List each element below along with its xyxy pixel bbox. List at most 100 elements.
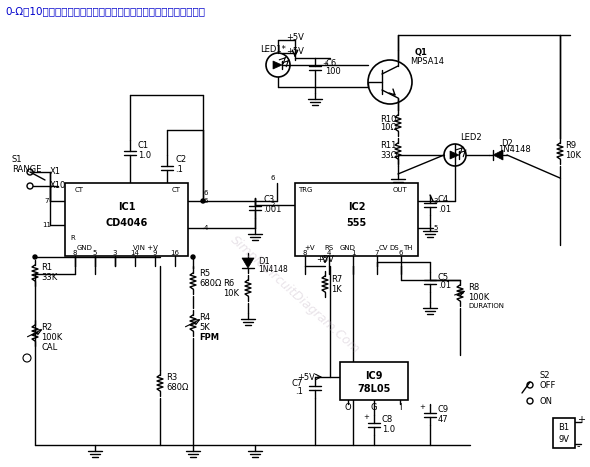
Text: 3: 3 (113, 250, 117, 256)
Text: 1: 1 (350, 250, 355, 256)
Text: S2: S2 (540, 370, 550, 380)
Text: I: I (399, 403, 401, 412)
Text: 9: 9 (153, 250, 158, 256)
Text: CD4046: CD4046 (106, 218, 148, 228)
Text: D1: D1 (258, 256, 270, 266)
Text: R: R (71, 235, 76, 241)
Text: C2: C2 (175, 156, 186, 164)
Text: 33K: 33K (41, 274, 57, 283)
Text: TH: TH (403, 245, 413, 251)
Text: Q1: Q1 (415, 48, 428, 57)
Text: 100K: 100K (468, 292, 489, 302)
Text: .1: .1 (295, 388, 303, 396)
Text: +: + (363, 414, 369, 420)
Text: 1.0: 1.0 (138, 150, 151, 160)
Text: R3: R3 (166, 374, 177, 382)
Bar (295, 183, 418, 256)
Text: -: - (577, 441, 581, 451)
Text: TRG: TRG (298, 187, 312, 193)
Text: 3: 3 (434, 198, 438, 204)
Text: C3: C3 (263, 196, 274, 205)
Text: CAL: CAL (41, 344, 57, 353)
Circle shape (33, 255, 37, 259)
Text: C8: C8 (382, 416, 394, 425)
Text: 6: 6 (204, 198, 208, 204)
Text: 8: 8 (73, 250, 77, 256)
Text: R10: R10 (380, 115, 396, 125)
Text: +: + (419, 404, 425, 410)
Text: O: O (345, 403, 351, 412)
Text: +5V: +5V (286, 34, 304, 42)
Polygon shape (273, 61, 282, 69)
Text: 1.0: 1.0 (382, 425, 395, 433)
Text: 2: 2 (271, 202, 275, 208)
Text: RS: RS (324, 245, 333, 251)
Text: G: G (371, 403, 377, 412)
Bar (340, 362, 408, 400)
Bar (65, 183, 188, 256)
Text: .01: .01 (438, 205, 451, 213)
Text: FPM: FPM (199, 333, 219, 342)
Text: .1: .1 (175, 165, 183, 175)
Text: R11: R11 (380, 142, 396, 150)
Text: 0-Ω，10圈，带有内直迹数字表的精密电位计。这是电路的原理图。: 0-Ω，10圈，带有内直迹数字表的精密电位计。这是电路的原理图。 (5, 6, 205, 16)
Text: MPSA14: MPSA14 (410, 57, 444, 66)
Text: +V: +V (304, 245, 315, 251)
Text: 1N4148: 1N4148 (498, 146, 531, 155)
Text: 8: 8 (303, 250, 307, 256)
Text: C5: C5 (438, 273, 449, 282)
Polygon shape (493, 150, 503, 160)
Text: S1: S1 (12, 156, 22, 164)
Text: 47: 47 (438, 415, 448, 424)
Text: 16: 16 (171, 250, 179, 256)
Circle shape (191, 255, 195, 259)
Text: C7: C7 (291, 378, 303, 388)
Text: 10K: 10K (223, 289, 239, 297)
Circle shape (201, 199, 205, 203)
Text: 11: 11 (42, 222, 51, 228)
Text: 4: 4 (327, 250, 331, 256)
Text: R4: R4 (199, 313, 210, 323)
Text: +5V: +5V (316, 255, 334, 263)
Text: C9: C9 (438, 405, 449, 415)
Text: 100K: 100K (41, 333, 63, 342)
Text: C1: C1 (138, 141, 149, 149)
Text: CT: CT (172, 187, 181, 193)
Text: ON: ON (540, 396, 553, 405)
Text: .01: .01 (438, 282, 451, 290)
Text: RANGE: RANGE (12, 164, 41, 174)
Text: R1: R1 (41, 263, 52, 273)
Text: .001: .001 (263, 205, 281, 214)
Text: CT: CT (74, 187, 84, 193)
Text: R2: R2 (41, 324, 52, 333)
Text: DURATION: DURATION (468, 303, 504, 309)
Text: 5: 5 (434, 225, 438, 231)
Text: LED1*: LED1* (260, 44, 286, 54)
Text: 14: 14 (130, 250, 139, 256)
Text: GND: GND (77, 245, 93, 251)
Polygon shape (242, 258, 254, 268)
Text: R9: R9 (565, 142, 576, 150)
Text: +5V: +5V (297, 373, 315, 382)
Text: X1: X1 (50, 168, 61, 177)
Text: LED2: LED2 (460, 134, 481, 142)
Text: 555: 555 (346, 218, 366, 228)
Text: R8: R8 (468, 283, 479, 292)
Text: C4: C4 (438, 196, 449, 205)
Text: IC2: IC2 (348, 202, 365, 212)
Text: CV: CV (378, 245, 388, 251)
Text: GND: GND (340, 245, 356, 251)
Text: 6: 6 (399, 250, 403, 256)
Text: D2: D2 (501, 139, 513, 148)
Text: 9V: 9V (559, 436, 569, 445)
Text: 6: 6 (271, 175, 276, 181)
Text: 1K: 1K (331, 284, 342, 293)
Text: 1N4148: 1N4148 (258, 266, 288, 275)
Text: 7: 7 (45, 198, 49, 204)
Text: 6: 6 (204, 190, 208, 196)
Text: 7: 7 (375, 250, 379, 256)
Text: 100: 100 (325, 68, 341, 77)
Text: 78L05: 78L05 (358, 384, 391, 394)
Text: +: + (322, 61, 328, 67)
Text: 10Ω: 10Ω (380, 123, 397, 133)
